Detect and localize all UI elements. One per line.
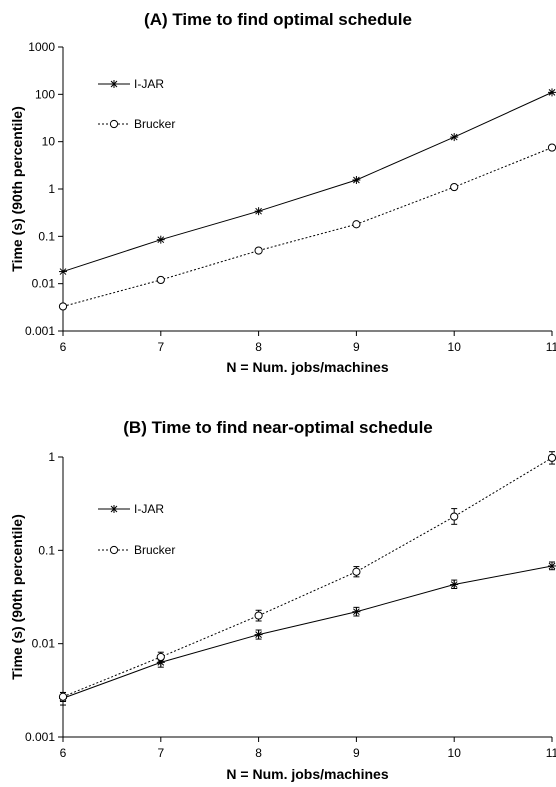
asterisk-marker [548,88,556,97]
circle-marker [254,246,263,255]
y-tick-label: 0.1 [38,229,55,243]
legend-label-i-jar: I-JAR [134,502,164,516]
circle-marker [547,453,556,462]
series-line-brucker [62,457,553,698]
chart-panel-b: (B) Time to find near-optimal schedule 0… [0,390,556,787]
chart-title: (A) Time to find optimal schedule [144,10,412,29]
x-tick-label: 8 [255,746,262,760]
chart-panel-a: (A) Time to find optimal schedule 0.001 0… [0,0,556,390]
x-axis-label: N = Num. jobs/machines [226,359,388,375]
series-line-brucker [62,147,553,307]
x-axis-label: N = Num. jobs/machines [226,766,388,782]
circle-marker [109,119,119,129]
chart-title: (B) Time to find near-optimal schedule [123,418,433,437]
chart-a-svg: 0.001 0.01 0.1 1 10 100 1000 6 7 8 9 10 11 N = Num. j… [9,40,556,375]
y-axis-label: Time (s) (90th percentile) [9,106,25,271]
x-tick-label: 6 [60,746,67,760]
series-line-i-jar [62,91,553,273]
circle-marker [156,275,165,285]
y-tick-label: 1 [48,182,55,196]
asterisk-marker [450,580,459,589]
circle-marker [352,220,361,229]
y-tick-label: 10 [42,135,56,149]
series-line-i-jar [62,565,553,699]
y-tick-label: 0.01 [32,637,56,651]
x-tick-label: 7 [157,340,164,354]
y-tick-label: 0.1 [38,543,55,557]
x-tick-label: 11 [546,746,556,760]
y-tick-label: 100 [35,87,55,101]
chart-b-svg: 0.001 0.01 0.1 1 6 7 8 9 10 11 N = Num. jobs/machi… [9,450,556,782]
asterisk-marker [110,505,118,513]
y-axis-label: Time (s) (90th percentile) [9,514,25,679]
asterisk-marker [352,607,361,616]
x-tick-label: 8 [255,340,262,354]
y-tick-label: 1 [48,450,55,464]
legend-label-i-jar: I-JAR [134,77,164,91]
asterisk-marker [254,630,263,639]
x-tick-label: 9 [353,746,360,760]
asterisk-marker [548,561,556,570]
circle-marker [450,512,459,521]
asterisk-marker [59,267,67,276]
circle-marker [547,143,556,152]
circle-marker [109,545,119,555]
circle-marker [254,611,263,620]
x-tick-label: 10 [448,746,462,760]
circle-marker [450,182,459,192]
x-tick-label: 10 [448,340,462,354]
circle-marker [58,692,68,701]
x-tick-label: 7 [157,746,164,760]
circle-marker [352,567,361,576]
y-tick-label: 1000 [28,40,55,54]
asterisk-marker [254,207,263,216]
x-tick-label: 11 [546,340,556,354]
x-tick-label: 6 [60,340,67,354]
asterisk-marker [156,235,165,244]
asterisk-marker [110,80,118,88]
y-tick-label: 0.01 [32,277,56,291]
legend-label-brucker: Brucker [134,543,175,557]
circle-marker [58,302,68,311]
x-tick-label: 9 [353,340,360,354]
asterisk-marker [450,133,459,142]
circle-marker [156,652,165,662]
y-tick-label: 0.001 [25,324,55,338]
legend-label-brucker: Brucker [134,117,175,131]
asterisk-marker [352,175,361,184]
y-tick-label: 0.001 [25,730,55,744]
